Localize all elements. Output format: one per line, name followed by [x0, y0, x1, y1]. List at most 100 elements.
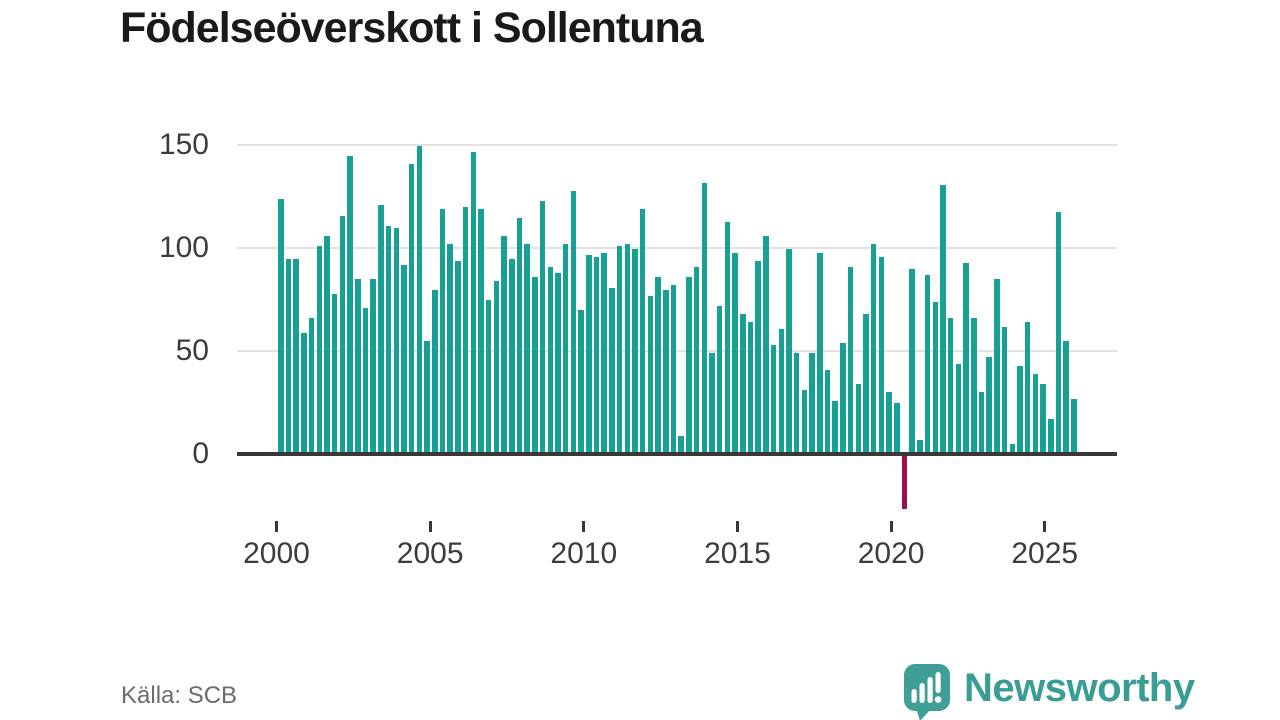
bar-2001Q1: [308, 318, 315, 454]
x-tick-2000: [275, 521, 278, 532]
bar-2007Q4: [516, 217, 523, 454]
bar-2017Q4: [824, 369, 831, 454]
bar-2002Q2: [347, 156, 353, 454]
bar-2005Q4: [455, 260, 461, 454]
x-tick-2025: [1043, 521, 1047, 532]
y-tick-label-0: 0: [192, 436, 209, 470]
bar-2018Q3: [847, 266, 854, 454]
y-tick-label-150: 150: [158, 128, 209, 162]
bar-2015Q3: [755, 260, 761, 454]
bar-2025Q2: [1055, 211, 1062, 454]
bar-2012Q2: [655, 277, 661, 454]
bar-2021Q3: [940, 184, 946, 454]
bar-2009Q2: [562, 244, 569, 454]
bar-2006Q4: [485, 299, 492, 454]
bar-2015Q4: [763, 236, 769, 454]
bar-2001Q2: [316, 246, 322, 454]
bar-2022Q1: [955, 363, 962, 454]
bar-2020Q3: [909, 269, 915, 454]
bar-2019Q2: [870, 244, 877, 454]
bar-2015Q1: [740, 314, 746, 454]
bar-2020Q2: [901, 456, 908, 510]
bar-2006Q2: [470, 151, 476, 454]
x-tick-2005: [428, 521, 432, 532]
chart-title: Födelseöverskott i Sollentuna: [120, 4, 704, 52]
bar-2001Q3: [324, 236, 330, 454]
bar-2009Q1: [555, 273, 561, 454]
bar-2021Q4: [947, 318, 954, 454]
bar-2024Q4: [1040, 384, 1046, 454]
bar-2008Q1: [524, 244, 530, 454]
bar-2010Q1: [586, 254, 592, 454]
x-tick-label-2005: 2005: [396, 537, 464, 570]
bar-2023Q2: [994, 279, 1000, 454]
bar-2014Q2: [716, 306, 723, 454]
bar-2003Q2: [378, 205, 384, 454]
bar-2021Q2: [932, 301, 938, 454]
bar-2018Q2: [840, 343, 846, 454]
bar-2010Q3: [601, 252, 607, 454]
bar-2019Q4: [886, 392, 892, 454]
bar-2023Q3: [1001, 326, 1008, 454]
bar-2013Q3: [693, 266, 700, 454]
bar-2008Q2: [532, 277, 538, 454]
bar-2015Q2: [747, 322, 754, 454]
bar-2025Q3: [1063, 340, 1069, 454]
bar-2014Q4: [732, 252, 738, 454]
bar-2009Q4: [578, 310, 584, 454]
bar-2007Q3: [509, 258, 515, 454]
x-tick-label-2010: 2010: [550, 537, 618, 570]
bar-2003Q3: [385, 225, 392, 454]
bar-2014Q1: [709, 353, 715, 454]
bar-2012Q1: [647, 295, 654, 454]
bar-2020Q4: [917, 439, 923, 454]
bar-2013Q2: [686, 277, 692, 454]
bar-2010Q2: [593, 256, 600, 454]
bar-2000Q2: [285, 258, 292, 454]
x-tick-label-2025: 2025: [1011, 537, 1079, 570]
bar-2011Q2: [624, 244, 630, 454]
bar-2016Q3: [786, 248, 792, 454]
bar-2016Q1: [770, 345, 777, 454]
bar-2022Q3: [971, 318, 977, 454]
bar-2003Q4: [393, 227, 399, 454]
gridline-100: [237, 247, 1117, 249]
bar-2014Q3: [724, 221, 731, 454]
x-tick-label-2015: 2015: [704, 537, 771, 570]
x-tick-2015: [735, 521, 739, 532]
newsworthy-logo-icon: [904, 664, 950, 720]
bar-2004Q1: [401, 264, 407, 454]
bar-2019Q1: [863, 314, 869, 454]
bar-2025Q4: [1071, 398, 1077, 454]
bar-2023Q1: [986, 357, 992, 454]
bar-2019Q3: [878, 256, 885, 454]
bar-2013Q4: [701, 182, 707, 454]
bar-2000Q1: [278, 199, 284, 454]
bar-2024Q1: [1017, 365, 1023, 454]
bar-2008Q3: [539, 201, 546, 454]
bar-2004Q3: [416, 145, 423, 454]
bar-2006Q3: [478, 209, 484, 454]
x-tick-label-2000: 2000: [243, 537, 310, 570]
bar-2011Q4: [639, 209, 646, 454]
bar-2017Q1: [801, 390, 808, 454]
bar-2007Q1: [493, 281, 500, 454]
bar-2005Q3: [447, 244, 453, 454]
bar-2009Q3: [570, 190, 577, 454]
x-axis-line: [237, 451, 1117, 456]
bar-2016Q4: [793, 353, 800, 454]
gridline-150: [237, 144, 1117, 147]
bar-2021Q1: [924, 275, 931, 454]
bar-2017Q2: [809, 353, 815, 454]
newsworthy-logo: Newsworthy: [903, 664, 1195, 720]
bar-2023Q4: [1009, 443, 1015, 454]
bar-2007Q2: [501, 236, 507, 454]
bar-2000Q3: [293, 258, 299, 454]
x-tick-2020: [889, 521, 893, 532]
y-tick-label-100: 100: [158, 231, 209, 264]
y-tick-label-50: 50: [175, 333, 209, 367]
bar-2024Q2: [1024, 322, 1031, 454]
bar-2012Q4: [670, 285, 677, 454]
source-text: Källa: SCB: [121, 682, 238, 709]
